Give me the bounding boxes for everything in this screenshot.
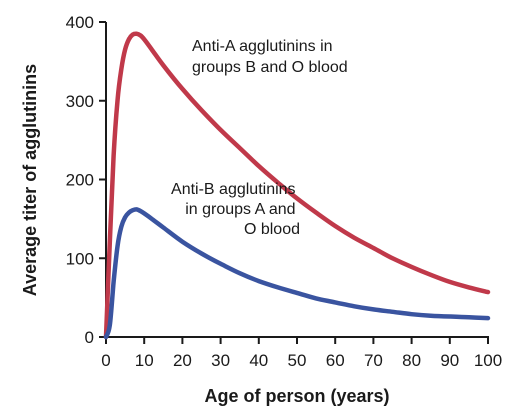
y-tick-label: 100 <box>66 249 94 268</box>
x-axis-title: Age of person (years) <box>204 386 389 406</box>
x-tick-label: 90 <box>440 351 459 370</box>
series-line-anti-b <box>103 207 491 340</box>
series-group <box>103 31 491 340</box>
x-ticks: 0 10 20 30 40 50 60 70 80 90 100 <box>101 337 502 370</box>
x-tick-label: 100 <box>474 351 502 370</box>
x-tick-label: 30 <box>211 351 230 370</box>
series-annotation-anti-b: Anti-B agglutinins in groups A and O blo… <box>171 181 300 238</box>
x-tick-label: 70 <box>364 351 383 370</box>
x-tick-label: 10 <box>135 351 154 370</box>
series-line-anti-a <box>103 31 491 340</box>
x-tick-label: 60 <box>326 351 345 370</box>
y-tick-label: 400 <box>66 13 94 32</box>
annotation-line: Anti-A agglutinins in <box>192 38 333 55</box>
y-ticks: 0 100 200 300 400 <box>66 13 106 347</box>
y-tick-label: 0 <box>85 328 94 347</box>
x-tick-label: 0 <box>101 351 110 370</box>
y-tick-label: 200 <box>66 171 94 190</box>
series-annotation-anti-a: Anti-A agglutinins in groups B and O blo… <box>192 38 348 76</box>
x-tick-label: 40 <box>249 351 268 370</box>
x-tick-label: 80 <box>402 351 421 370</box>
y-axis-title: Average titer of agglutinins <box>20 64 40 296</box>
x-tick-label: 20 <box>173 351 192 370</box>
annotation-line: Anti-B agglutinins <box>171 181 296 198</box>
x-tick-label: 50 <box>288 351 307 370</box>
annotation-line: O blood <box>244 221 300 238</box>
annotation-line: in groups A and <box>185 201 295 218</box>
y-tick-label: 300 <box>66 92 94 111</box>
annotation-line: groups B and O blood <box>192 59 348 76</box>
